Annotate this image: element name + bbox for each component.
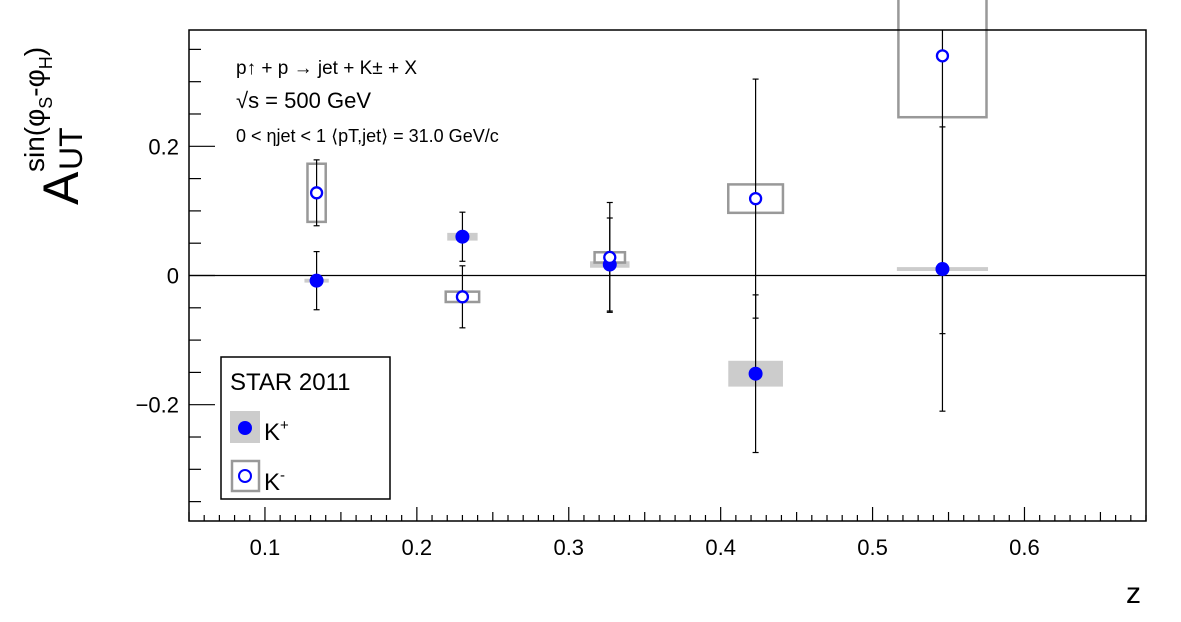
y-sup-b: -φ [19, 69, 50, 96]
y-tick-label: −0.2 [136, 393, 179, 418]
legend-kminus-sys-swatch [230, 459, 261, 493]
x-tick-label: 0.3 [553, 535, 584, 560]
x-tick-label: 0.6 [1009, 535, 1040, 560]
error-bars-layer [313, 30, 946, 454]
kminus-point [455, 290, 470, 304]
y-axis-label-sub: UT [53, 127, 89, 170]
annotation-reaction: p↑ + p → jet + K± + X [236, 58, 417, 79]
kminus-point [748, 191, 763, 206]
y-tick-label: 0.2 [148, 134, 179, 159]
kplus-point [309, 273, 324, 288]
legend-kplus-sup: + [280, 417, 289, 434]
y-sup-s: S [36, 97, 56, 109]
y-axis-label: A UT sin(φS-φH) [19, 47, 89, 205]
annotation-energy: √s = 500 GeV [236, 88, 371, 113]
legend-kminus-marker [238, 469, 252, 483]
legend-kplus-marker [238, 421, 252, 435]
y-sup-a: sin(φ [19, 109, 50, 172]
y-sup-h: H [36, 56, 56, 69]
annotation-kinematics: 0 < ηjet < 1 ⟨pT,jet⟩ = 31.0 GeV/c [236, 126, 499, 146]
kplus-point [455, 229, 470, 244]
x-ticks: 0.1 0.2 0.3 0.4 0.5 0.6 [188, 507, 1147, 560]
y-sup-c: ) [19, 47, 50, 56]
x-tick-label: 0.2 [402, 535, 433, 560]
legend: STAR 2011 K+ K- [220, 356, 391, 500]
y-ticks: −0.2 0 0.2 [136, 48, 215, 503]
legend-kminus-sup: - [280, 467, 285, 484]
kplus-point [935, 262, 950, 277]
kplus-point [748, 366, 763, 381]
kminus-point [309, 186, 324, 200]
x-tick-label: 0.4 [705, 535, 736, 560]
legend-kminus-label: K- [264, 467, 285, 496]
legend-title: STAR 2011 [230, 369, 351, 396]
data-points-layer [309, 49, 950, 381]
y-axis-label-sup: sin(φS-φH) [19, 47, 56, 172]
x-tick-label: 0.5 [857, 535, 888, 560]
kminus-point [935, 49, 950, 63]
x-axis-label: z [1126, 577, 1141, 610]
annotations: p↑ + p → jet + K± + X √s = 500 GeV 0 < η… [236, 58, 499, 146]
y-tick-label: 0 [167, 264, 179, 289]
y-axis-label-main: A [33, 171, 89, 205]
kminus-point [603, 250, 617, 265]
x-tick-label: 0.1 [250, 535, 281, 560]
